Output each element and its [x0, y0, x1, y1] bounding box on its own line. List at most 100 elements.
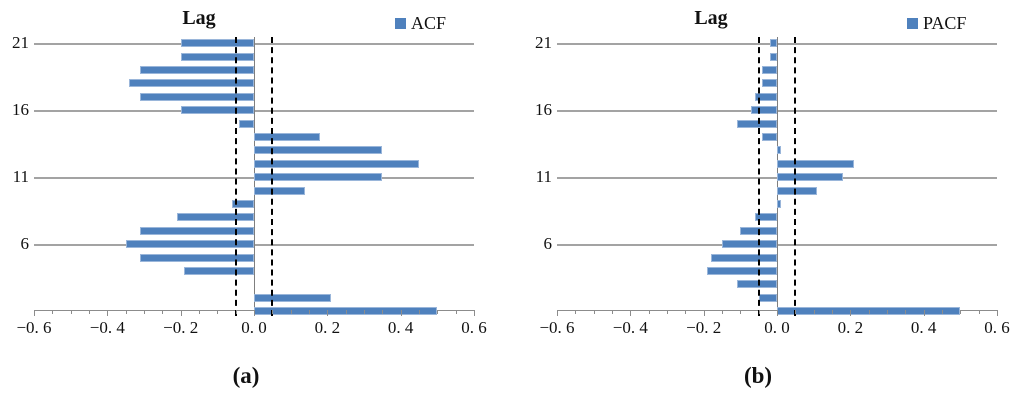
chart-title: Lag — [694, 7, 728, 29]
y-tick-label: 11 — [12, 167, 29, 187]
bar-lag-19 — [762, 66, 777, 74]
bar-lag-6 — [722, 240, 777, 249]
chart-panel-a: Lag ACF (a) −0. 6 −0. 4 −0. 2 0. 0 0. 2 0. 4 0… — [12, 7, 487, 388]
x-minor-tick — [272, 310, 274, 314]
x-minor-tick — [612, 310, 613, 314]
x-minor-tick — [162, 310, 164, 314]
x-major-tick — [850, 310, 852, 316]
bar-lag-17 — [755, 92, 777, 101]
x-minor-tick — [455, 310, 457, 314]
bar-lag-20 — [180, 52, 254, 61]
bar-lag-13 — [777, 146, 781, 155]
bar-lag-14 — [762, 133, 777, 141]
legend-label: ACF — [411, 13, 447, 33]
bar-lag-10 — [777, 186, 818, 195]
panel-caption: (b) — [743, 363, 773, 388]
bar-lag-16 — [180, 106, 254, 115]
x-minor-tick — [235, 310, 237, 314]
x-major-tick — [107, 310, 109, 316]
y-tick-label: 6 — [543, 234, 553, 254]
y-tick-label: 21 — [12, 33, 29, 53]
legend-marker-icon — [395, 18, 406, 29]
y-tick-label: 6 — [20, 234, 30, 254]
bar-lag-10 — [254, 186, 306, 195]
x-minor-tick — [868, 310, 870, 314]
bar-lag-6 — [125, 240, 254, 249]
bar-lag-12 — [777, 159, 854, 168]
bar-lag-18 — [129, 79, 254, 88]
x-minor-tick — [89, 310, 90, 314]
x-major-tick — [923, 310, 925, 316]
y-tick-label: 21 — [535, 33, 552, 53]
x-minor-tick — [960, 310, 962, 314]
x-tick-label: 0. 0 — [241, 318, 267, 337]
bar-lag-2 — [254, 293, 331, 302]
x-major-tick — [34, 310, 35, 316]
x-major-tick — [997, 310, 998, 316]
plot-area — [557, 36, 997, 316]
bar-lag-21 — [769, 39, 777, 48]
x-tick-label: −0. 6 — [16, 318, 52, 337]
x-tick-label: −0. 2 — [686, 318, 722, 337]
x-major-tick — [630, 310, 632, 316]
x-minor-tick — [199, 310, 200, 314]
x-minor-tick — [382, 310, 384, 314]
x-minor-tick — [667, 310, 668, 314]
x-tick-label: 0. 6 — [984, 318, 1010, 337]
x-major-tick — [400, 310, 402, 316]
y-tick-label: 16 — [12, 100, 29, 120]
x-tick-label: 0. 0 — [764, 318, 790, 337]
x-minor-tick — [309, 310, 310, 314]
x-tick-label: −0. 6 — [539, 318, 575, 337]
bar-lag-4 — [707, 267, 777, 275]
x-tick-label: −0. 4 — [89, 318, 125, 337]
bar-lag-8 — [177, 213, 254, 222]
bar-lag-15 — [736, 119, 777, 128]
legend-label: PACF — [923, 13, 967, 33]
y-tick-label: 16 — [535, 100, 552, 120]
x-minor-tick — [740, 310, 742, 314]
bar-lag-2 — [758, 293, 777, 302]
x-minor-tick — [942, 310, 943, 314]
bar-lag-12 — [254, 159, 419, 168]
x-tick-label: 0. 2 — [314, 318, 341, 337]
significance-line — [234, 36, 237, 316]
chart-panel-b: Lag PACF (b) −0. 6 −0. 4 −0. 2 0. 0 0. 2 0. 4… — [512, 0, 1024, 405]
x-major-tick — [327, 310, 329, 316]
x-minor-tick — [887, 310, 888, 314]
bar-lag-18 — [762, 79, 777, 88]
x-minor-tick — [144, 310, 145, 314]
bar-lag-11 — [777, 173, 843, 182]
bar-lag-8 — [755, 213, 777, 222]
bar-lag-16 — [751, 106, 777, 115]
x-minor-tick — [978, 310, 980, 314]
plot-area — [34, 36, 474, 316]
bar-lag-13 — [254, 146, 383, 155]
bar-lag-11 — [254, 173, 383, 182]
bar-lag-19 — [140, 66, 254, 74]
x-minor-tick — [832, 310, 833, 314]
x-tick-label: −0. 2 — [163, 318, 199, 337]
bar-lag-5 — [711, 253, 777, 262]
bar-lag-20 — [769, 52, 777, 61]
x-minor-tick — [685, 310, 687, 314]
significance-line — [271, 36, 274, 316]
x-minor-tick — [758, 310, 760, 314]
x-minor-tick — [722, 310, 723, 314]
panel-caption: (a) — [232, 363, 260, 388]
x-minor-tick — [364, 310, 365, 314]
x-minor-tick — [70, 310, 72, 314]
significance-line — [794, 36, 797, 316]
x-minor-tick — [437, 310, 439, 314]
x-minor-tick — [905, 310, 907, 314]
x-minor-tick — [125, 310, 127, 314]
x-minor-tick — [593, 310, 595, 314]
legend: PACF — [907, 13, 966, 34]
bar-lag-9 — [777, 200, 781, 208]
x-minor-tick — [217, 310, 219, 314]
bar-lag-4 — [184, 267, 254, 275]
chart-title: Lag — [182, 7, 216, 29]
bar-lag-5 — [140, 253, 254, 262]
legend-marker-icon — [907, 18, 918, 29]
